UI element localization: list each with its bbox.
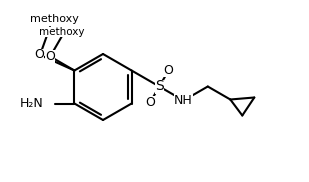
Text: O: O — [45, 50, 55, 63]
Text: O: O — [145, 96, 155, 109]
Text: H₂N: H₂N — [20, 97, 44, 110]
Text: NH: NH — [174, 94, 193, 107]
Text: methoxy: methoxy — [39, 27, 85, 37]
Text: methoxy: methoxy — [30, 14, 78, 24]
Text: O: O — [34, 48, 44, 62]
Text: S: S — [155, 80, 164, 94]
Text: O: O — [163, 64, 173, 77]
